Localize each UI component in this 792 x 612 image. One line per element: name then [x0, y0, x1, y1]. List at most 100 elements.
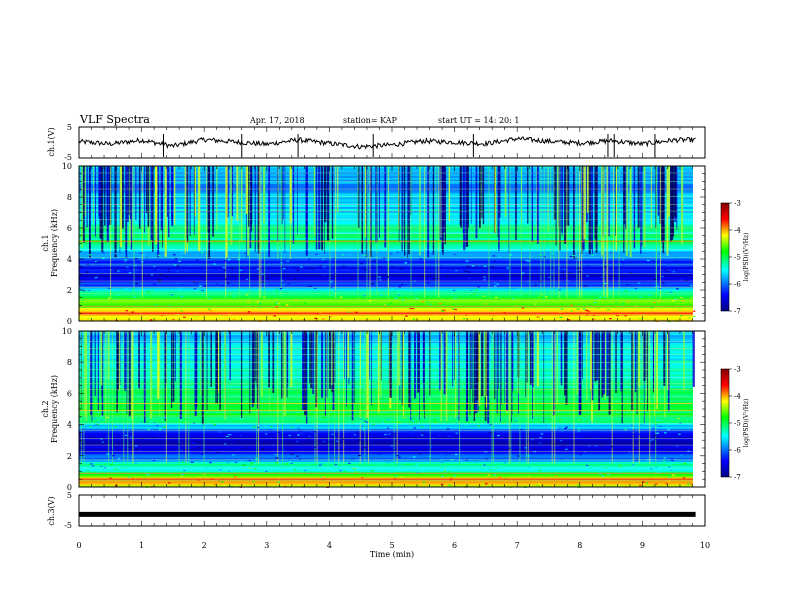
spectrogram-speckle	[669, 274, 672, 276]
spectrogram-streak	[670, 166, 672, 242]
spectrogram-speckle	[540, 433, 544, 435]
spectrogram-speckle	[585, 309, 588, 312]
spectrogram-streak	[463, 166, 466, 251]
ch3-waveform-ylabel: ch.3(V)	[47, 496, 56, 525]
spectrogram-speckle	[585, 285, 588, 287]
spectrogram-speckle	[106, 453, 110, 455]
spectrogram-streak	[555, 166, 557, 246]
spectrogram-speckle	[315, 253, 318, 255]
spectrogram-speckle	[648, 294, 651, 297]
spectrogram-speckle	[110, 267, 113, 269]
ch2-spectrogram-xticks	[78, 331, 706, 487]
spectrogram-speckle	[290, 462, 293, 464]
spectrogram-streak	[201, 331, 204, 425]
spectrogram-band	[79, 295, 693, 299]
spectrogram-streak	[260, 331, 263, 398]
spectrogram-band	[79, 348, 693, 351]
spectrogram-streak	[353, 331, 355, 404]
spectrogram-band	[79, 416, 693, 420]
spectrogram-speckle	[491, 266, 494, 268]
spectrogram-speckle	[89, 425, 92, 428]
spectrogram-speckle	[662, 282, 665, 284]
spectrogram-band	[79, 274, 693, 277]
spectrogram-speckle	[661, 275, 664, 278]
spectrogram-speckle	[420, 426, 424, 428]
spectrogram-streak	[119, 331, 121, 391]
spectrogram-speckle	[476, 471, 480, 473]
spectrogram-speckle	[82, 290, 86, 292]
spectrogram-speckle	[509, 429, 513, 431]
spectrogram-streak	[481, 331, 484, 397]
spectrogram-speckle	[536, 316, 540, 318]
spectrogram-speckle	[393, 291, 397, 293]
spectrogram-band	[79, 383, 693, 386]
spectrogram-speckle	[254, 468, 257, 470]
spectrogram-speckle	[387, 419, 390, 421]
spectrogram-speckle	[609, 251, 613, 253]
spectrogram-band	[79, 461, 693, 464]
spectrogram-speckle	[547, 276, 551, 279]
spectrogram-streak	[100, 331, 103, 386]
spectrogram-streak	[135, 166, 137, 221]
spectrogram-speckle	[394, 424, 398, 427]
spectrogram-band	[79, 399, 693, 402]
spectrogram-speckle	[468, 277, 471, 279]
spectrogram-band	[79, 342, 693, 345]
spectrogram-speckle	[507, 447, 511, 449]
spectrogram-streak	[565, 331, 568, 405]
spectrogram-band	[79, 436, 693, 439]
date-label: Apr. 17, 2018	[249, 116, 305, 125]
spectrogram-streak	[511, 331, 513, 423]
spectrogram-speckle	[419, 258, 422, 260]
spectrogram-speckle	[299, 429, 302, 432]
spectrogram-speckle	[330, 286, 333, 288]
spectrogram-streak	[646, 331, 648, 412]
spectrogram-speckle	[569, 255, 573, 258]
spectrogram-speckle	[386, 462, 390, 464]
spectrogram-streak	[402, 166, 404, 239]
spectrogram-speckle	[462, 318, 466, 320]
spectrogram-streak	[460, 166, 463, 229]
spectrogram-speckle	[149, 319, 153, 321]
spectrogram-speckle	[512, 298, 515, 300]
spectrogram-speckle	[548, 418, 551, 421]
spectrogram-streak	[596, 331, 599, 381]
ytick-label: 4	[67, 255, 72, 264]
spectrogram-speckle	[631, 437, 634, 439]
spectrogram-speckle	[551, 485, 555, 487]
spectrogram-speckle	[150, 289, 154, 291]
spectrogram-speckle	[607, 474, 610, 476]
spectrogram-speckle	[585, 255, 589, 257]
spectrogram-streak	[236, 166, 239, 222]
spectrogram-band	[79, 377, 693, 381]
spectrogram-speckle	[626, 284, 629, 286]
spectrogram-speckle	[514, 420, 517, 422]
spectrogram-speckle	[289, 267, 292, 270]
spectrogram-speckle	[309, 421, 312, 423]
spectrogram-speckle	[418, 453, 421, 455]
spectrogram-speckle	[167, 482, 171, 484]
spectrogram-speckle	[114, 446, 118, 448]
spectrogram-speckle	[453, 475, 456, 477]
spectrogram-speckle	[153, 265, 156, 268]
spectrogram-speckle	[628, 452, 631, 454]
spectrogram-speckle	[431, 309, 434, 311]
spectrogram-speckle	[102, 252, 105, 254]
spectrogram-speckle	[243, 252, 247, 254]
spectrogram-speckle	[332, 257, 335, 259]
time-tick-label: 10	[700, 541, 710, 550]
spectrogram-streak	[432, 166, 435, 255]
spectrogram-streak	[588, 166, 591, 255]
spectrogram-speckle	[440, 459, 443, 461]
spectrogram-speckle	[610, 446, 614, 448]
spectrogram-speckle	[411, 420, 415, 423]
spectrogram-speckle	[600, 445, 603, 447]
spectrogram-streak	[650, 166, 652, 229]
spectrogram-streak	[439, 331, 441, 391]
spectrogram-speckle	[655, 466, 658, 468]
spectrogram-speckle	[493, 285, 497, 287]
spectrogram-band	[79, 407, 693, 410]
spectrogram-speckle	[561, 271, 564, 273]
spectrogram-streak	[238, 166, 240, 298]
spectrogram-speckle	[157, 433, 160, 435]
